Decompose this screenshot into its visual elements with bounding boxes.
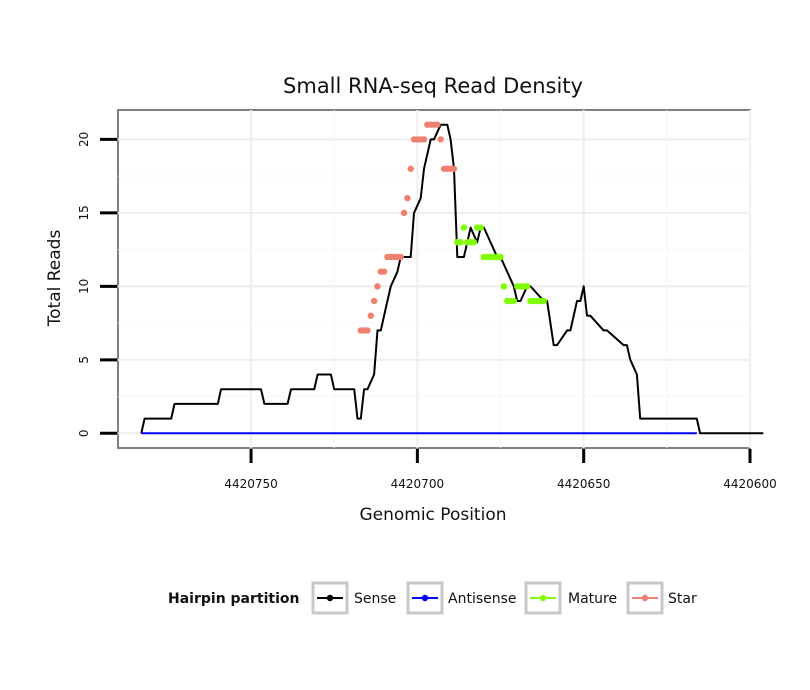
legend-label: Star: [668, 591, 697, 607]
y-tick-label: 5: [77, 356, 91, 364]
legend-items: Sense Antisense Mature Star: [311, 581, 697, 615]
x-tick-label: 4420650: [557, 477, 610, 491]
axis-layer: 4420750 4420700 4420650 4420600 0 5 10 15 20: [77, 132, 777, 491]
legend-label: Mature: [568, 591, 617, 607]
series-star-point: [380, 268, 388, 275]
data-layer: [140, 121, 764, 435]
series-star-point: [364, 327, 371, 334]
legend-item-antisense: Antisense: [406, 581, 517, 615]
legend: Hairpin partition Sense Antisense Mature St…: [168, 581, 697, 615]
legend-item-sense: Sense: [311, 581, 396, 615]
series-star-point: [400, 209, 408, 217]
series-mature-point: [540, 297, 547, 305]
y-tick-label: 0: [77, 429, 91, 437]
series-star-point: [420, 136, 428, 143]
series-star-point: [437, 136, 444, 143]
legend-key-point: [421, 594, 429, 602]
y-axis-label: Total Reads: [45, 230, 65, 328]
y-tick-label: 15: [77, 205, 91, 220]
series-mature-point: [510, 297, 518, 305]
series-mature-point: [523, 283, 531, 290]
x-axis-label: Genomic Position: [359, 505, 506, 525]
series-star-point: [374, 283, 381, 290]
legend-key-point: [326, 594, 334, 602]
series-sense-line: [140, 123, 764, 435]
legend-title: Hairpin partition: [168, 591, 299, 607]
series-star-point: [404, 194, 411, 202]
legend-key-point: [641, 594, 649, 602]
chart-title: Small RNA-seq Read Density: [283, 74, 583, 98]
y-tick-label: 20: [77, 132, 91, 147]
legend-item-star: Star: [626, 581, 697, 615]
legend-label: Antisense: [448, 591, 517, 607]
series-mature-point: [460, 224, 468, 231]
plot-panel: [117, 109, 751, 449]
series-star-point: [370, 297, 378, 305]
x-tick-label: 4420700: [391, 477, 444, 491]
series-mature-point: [500, 283, 508, 290]
series-mature-point: [477, 224, 484, 231]
legend-label: Sense: [354, 591, 396, 607]
legend-key-point: [539, 594, 547, 602]
y-tick-label: 10: [77, 279, 91, 294]
series-mature-point: [470, 239, 478, 246]
series-star-point: [434, 121, 441, 128]
series-mature-point: [457, 239, 464, 246]
series-star-point: [450, 165, 458, 172]
series-star-point: [367, 312, 374, 319]
x-tick-label: 4420750: [224, 477, 277, 491]
series-star-point: [397, 253, 404, 261]
series-mature-point: [497, 253, 504, 261]
x-tick-label: 4420600: [723, 477, 776, 491]
series-star-point: [407, 165, 414, 172]
legend-item-mature: Mature: [524, 581, 617, 615]
